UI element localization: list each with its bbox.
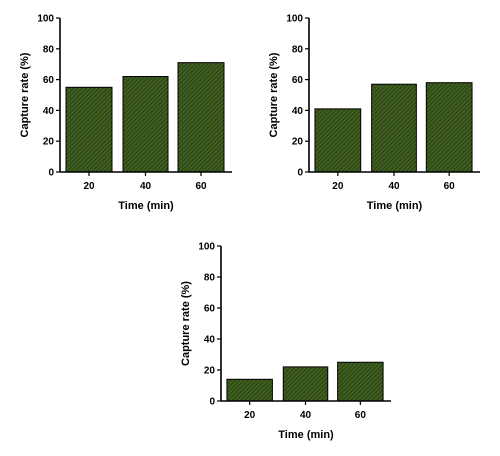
x-tick-label: 20 [83,181,95,192]
bar-60 [177,62,225,173]
bar-60 [425,82,473,173]
x-tick-label: 60 [355,410,367,421]
y-tick-label: 40 [204,335,216,346]
y-tick-label: 100 [198,242,215,253]
x-tick-label: 20 [244,410,256,421]
y-tick-label: 60 [43,75,55,86]
y-axis-title: Capture rate (%) [268,52,280,137]
bar-20 [65,86,113,173]
y-tick-label: 60 [292,75,304,86]
x-tick-label: 60 [195,181,207,192]
y-tick-label: 80 [292,44,304,55]
x-tick-label: 60 [444,181,456,192]
x-tick-label: 40 [140,181,152,192]
y-tick-label: 100 [37,14,54,25]
bar-20 [314,108,362,173]
y-tick-label: 80 [204,273,216,284]
x-tick-label: 40 [388,181,400,192]
bar-60 [337,361,384,402]
y-tick-label: 0 [48,168,54,179]
x-axis-title: Time (min) [278,429,334,441]
y-axis-title: Capture rate (%) [180,281,192,366]
x-axis-title: Time (min) [118,200,174,212]
y-tick-label: 20 [204,366,216,377]
y-tick-label: 20 [292,137,304,148]
y-tick-label: 40 [292,106,304,117]
y-tick-label: 40 [43,106,55,117]
y-tick-label: 100 [286,14,303,25]
y-tick-label: 60 [204,304,216,315]
x-tick-label: 20 [332,181,344,192]
y-tick-label: 0 [209,397,215,408]
bar-40 [371,83,417,173]
x-axis-title: Time (min) [367,200,423,212]
bar-20 [226,378,273,402]
y-tick-label: 80 [43,44,55,55]
y-tick-label: 20 [43,137,55,148]
bar-40 [282,366,329,402]
x-tick-label: 40 [300,410,312,421]
bar-40 [122,76,169,173]
y-tick-label: 0 [297,168,303,179]
y-axis-title: Capture rate (%) [19,52,31,137]
